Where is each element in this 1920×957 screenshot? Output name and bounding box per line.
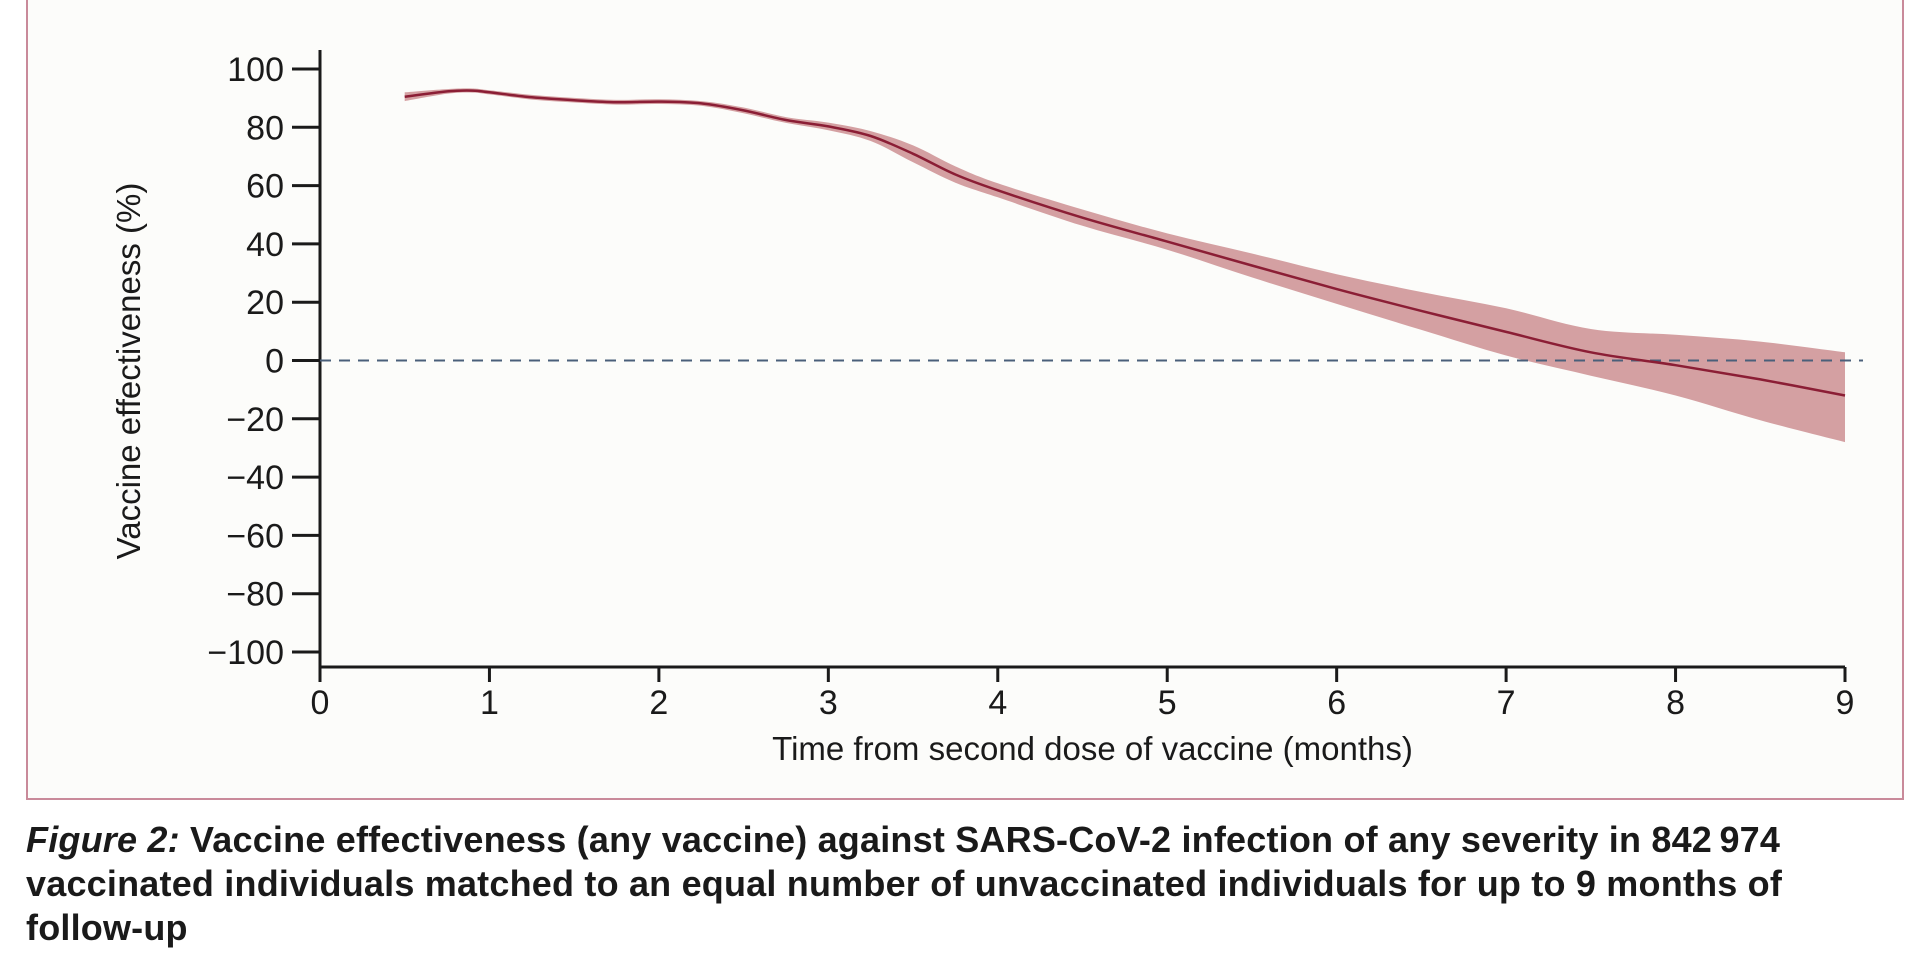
y-tick-label: 40 <box>246 226 284 264</box>
y-tick-label: 80 <box>246 109 284 147</box>
x-tick-label: 8 <box>1666 684 1685 722</box>
figure-caption: Figure 2: Vaccine effectiveness (any vac… <box>26 818 1906 950</box>
x-tick-label: 2 <box>649 684 668 722</box>
y-tick-label: −40 <box>226 459 284 497</box>
y-tick-label: 100 <box>227 51 284 89</box>
y-tick-label: −20 <box>226 401 284 439</box>
series-line-group <box>404 89 1846 397</box>
x-tick-label: 7 <box>1497 684 1516 722</box>
y-axis-label: Vaccine effectiveness (%) <box>110 183 147 560</box>
y-tick-label: −80 <box>226 576 284 614</box>
x-tick-label: 0 <box>311 684 330 722</box>
x-tick-label: 5 <box>1158 684 1177 722</box>
x-tick-label: 6 <box>1327 684 1346 722</box>
axes-group <box>318 50 1845 669</box>
y-tick-group: 100 80 60 40 20 0 −20 −40 −60 −80 −100 <box>207 51 320 672</box>
caption-text: Vaccine effectiveness (any vaccine) agai… <box>26 819 1783 948</box>
x-tick-label: 3 <box>819 684 838 722</box>
y-tick-label: −100 <box>207 634 284 672</box>
x-tick-label: 4 <box>988 684 1007 722</box>
x-tick-label: 9 <box>1836 684 1855 722</box>
confidence-band <box>404 88 1846 443</box>
x-axis-label: Time from second dose of vaccine (months… <box>772 730 1413 767</box>
confidence-band-group <box>404 88 1846 443</box>
figure-label: Figure 2: <box>26 819 180 860</box>
x-tick-group: 0 1 2 3 4 5 6 7 8 9 <box>311 667 1855 722</box>
series-line <box>404 89 1846 397</box>
y-tick-label: 0 <box>265 343 284 381</box>
y-tick-label: −60 <box>226 517 284 555</box>
y-tick-label: 60 <box>246 168 284 206</box>
y-tick-label: 20 <box>246 284 284 322</box>
x-tick-label: 1 <box>480 684 499 722</box>
